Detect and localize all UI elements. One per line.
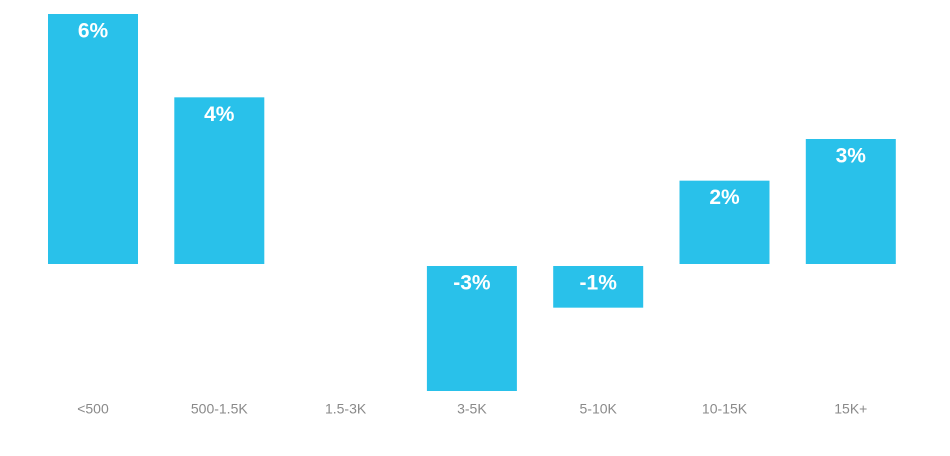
value-label: 2% xyxy=(709,186,740,209)
value-label: 4% xyxy=(204,103,235,126)
x-tick-label: <500 xyxy=(77,401,109,417)
bar xyxy=(426,266,517,391)
bar xyxy=(805,139,896,264)
x-tick-label: 5-10K xyxy=(580,401,618,417)
value-label: -1% xyxy=(580,272,618,295)
bar xyxy=(553,266,644,308)
value-label: -3% xyxy=(453,272,491,295)
x-tick-label: 15K+ xyxy=(834,401,867,417)
x-tick-label: 500-1.5K xyxy=(191,401,248,417)
x-tick-label: 3-5K xyxy=(457,401,487,417)
value-label: 3% xyxy=(836,145,867,168)
bar xyxy=(48,14,138,264)
bar xyxy=(174,97,265,264)
bar xyxy=(679,180,770,264)
x-tick-label: 10-15K xyxy=(702,401,748,417)
value-label: 6% xyxy=(78,20,109,43)
x-tick-label: 1.5-3K xyxy=(325,401,367,417)
